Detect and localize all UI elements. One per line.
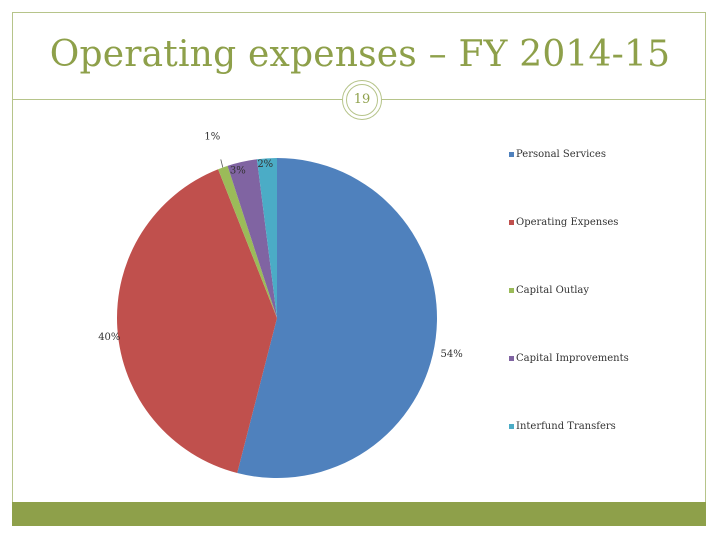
- data-label-personal-services: 54%: [441, 349, 463, 360]
- page-number: 19: [346, 84, 378, 116]
- legend-swatch-operating-expenses: [509, 220, 514, 225]
- legend-swatch-interfund-transfers: [509, 424, 514, 429]
- legend-label-personal-services: Personal Services: [516, 149, 606, 160]
- legend-swatch-capital-outlay: [509, 288, 514, 293]
- footer-band: [12, 502, 706, 526]
- data-label-capital-outlay: 1%: [204, 131, 220, 142]
- legend-swatch-personal-services: [509, 152, 514, 157]
- legend-label-interfund-transfers: Interfund Transfers: [516, 421, 616, 432]
- page-number-badge: 19: [342, 80, 382, 120]
- pie-slice-capital-outlay: [218, 165, 277, 318]
- legend-label-capital-outlay: Capital Outlay: [516, 285, 589, 296]
- title-rule-left: [12, 99, 342, 100]
- title-rule-right: [382, 99, 706, 100]
- pie-slice-operating-expenses: [117, 169, 277, 473]
- data-label-capital-improvements: 3%: [230, 166, 246, 177]
- data-label-interfund-transfers: 2%: [257, 159, 273, 170]
- legend-swatch-capital-improvements: [509, 356, 514, 361]
- legend-label-capital-improvements: Capital Improvements: [516, 353, 629, 364]
- slide-title: Operating expenses – FY 2014-15: [49, 34, 671, 75]
- pie-slice-capital-improvements: [227, 159, 277, 318]
- legend-label-operating-expenses: Operating Expenses: [516, 217, 618, 228]
- pie-slice-personal-services: [237, 158, 437, 478]
- data-label-operating-expenses: 40%: [98, 332, 120, 343]
- leader-line: [220, 159, 224, 168]
- pie-slice-interfund-transfers: [256, 158, 277, 318]
